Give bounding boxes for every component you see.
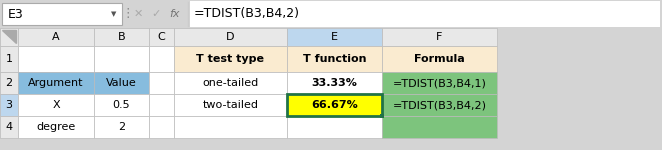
Text: degree: degree (36, 122, 75, 132)
Text: B: B (118, 32, 125, 42)
Bar (382, 116, 497, 138)
Text: T function: T function (303, 54, 366, 64)
Bar (18, 116, 94, 138)
Bar (18, 72, 94, 94)
Text: Argument: Argument (28, 78, 84, 88)
Bar (94, 46, 149, 72)
Bar (0, 116, 18, 138)
Text: ⋮: ⋮ (122, 8, 134, 21)
Text: fx: fx (169, 9, 179, 19)
Bar (18, 94, 94, 116)
Text: E: E (331, 32, 338, 42)
Bar (149, 72, 174, 94)
Bar (18, 28, 94, 46)
Text: 3: 3 (5, 100, 13, 110)
Bar (149, 28, 174, 46)
Bar (0, 0, 662, 28)
Bar (287, 116, 382, 138)
Bar (94, 116, 149, 138)
Text: X: X (52, 100, 60, 110)
Bar (287, 94, 382, 116)
Bar (382, 46, 497, 72)
Bar (174, 94, 287, 116)
Text: 2: 2 (5, 78, 13, 88)
Text: two-tailed: two-tailed (203, 100, 258, 110)
Text: ✕: ✕ (133, 9, 143, 19)
Polygon shape (2, 30, 16, 43)
Text: one-tailed: one-tailed (203, 78, 259, 88)
Bar (149, 46, 174, 72)
Text: C: C (158, 32, 166, 42)
Bar (190, 1, 660, 27)
Bar (174, 116, 287, 138)
Text: 1: 1 (5, 54, 13, 64)
Text: A: A (52, 32, 60, 42)
Bar (382, 28, 497, 46)
Bar (174, 72, 287, 94)
Bar (149, 116, 174, 138)
Bar (94, 94, 149, 116)
Bar (287, 72, 382, 94)
Bar (287, 28, 382, 46)
Bar (0, 46, 18, 72)
Text: D: D (226, 32, 235, 42)
Text: 66.67%: 66.67% (311, 100, 358, 110)
Bar (174, 46, 287, 72)
Bar (382, 72, 497, 94)
Bar (149, 94, 174, 116)
Bar (287, 94, 382, 116)
Bar (2, 3, 122, 25)
Bar (0, 72, 18, 94)
Text: =TDIST(B3,B4,2): =TDIST(B3,B4,2) (393, 100, 487, 110)
Bar (0, 94, 18, 116)
Text: =TDIST(B3,B4,2): =TDIST(B3,B4,2) (194, 8, 300, 21)
Text: E3: E3 (8, 8, 24, 21)
Text: Formula: Formula (414, 54, 465, 64)
Text: ✓: ✓ (152, 9, 161, 19)
Bar (382, 94, 497, 116)
Text: Value: Value (106, 78, 137, 88)
Text: ▼: ▼ (111, 11, 117, 17)
Text: 0.5: 0.5 (113, 100, 130, 110)
Text: 33.33%: 33.33% (312, 78, 357, 88)
Bar (287, 46, 382, 72)
Text: F: F (436, 32, 443, 42)
Text: T test type: T test type (197, 54, 265, 64)
Text: 4: 4 (5, 122, 13, 132)
Bar (0, 28, 662, 150)
Bar (18, 46, 94, 72)
Bar (94, 72, 149, 94)
Bar (174, 28, 287, 46)
Bar (380, 114, 384, 118)
Text: =TDIST(B3,B4,1): =TDIST(B3,B4,1) (393, 78, 487, 88)
Bar (0, 28, 18, 46)
Bar (94, 28, 149, 46)
Text: 2: 2 (118, 122, 125, 132)
